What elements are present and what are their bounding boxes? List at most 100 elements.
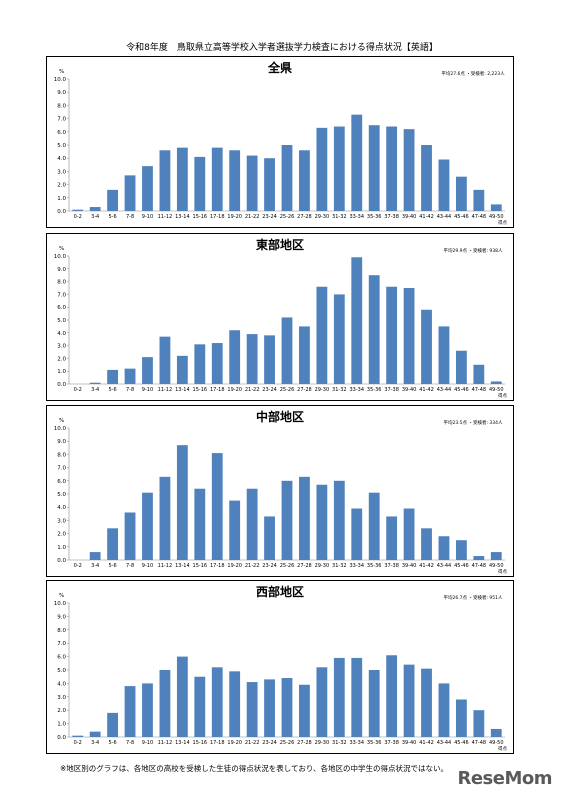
x-tick-label: 35-36 [367, 214, 382, 220]
y-tick-label: 4.0 [57, 681, 66, 687]
bar [299, 326, 310, 384]
y-tick-label: 5.0 [57, 668, 66, 674]
bar [490, 552, 502, 560]
x-tick-label: 49-50 [489, 563, 504, 569]
x-tick-label: 29-30 [315, 563, 330, 569]
y-tick-label: 8.0 [57, 103, 66, 109]
bar [455, 350, 467, 384]
x-tick-label: 9-10 [142, 563, 153, 569]
bar [229, 671, 241, 737]
y-tick-label: 1.0 [57, 545, 66, 551]
x-tick-label: 35-36 [367, 563, 382, 569]
x-tick-label: 41-42 [419, 214, 434, 220]
bar [194, 488, 206, 560]
x-tick-label: 43-44 [437, 740, 452, 746]
x-tick-label: 3-4 [91, 387, 99, 393]
y-tick-label: 0.0 [57, 558, 66, 564]
x-tick-label: 33-34 [349, 387, 364, 393]
chart-title: 中部地区 [256, 409, 304, 424]
bar [403, 508, 415, 560]
x-tick-label: 49-50 [489, 387, 504, 393]
x-tick-label: 39-40 [402, 740, 417, 746]
bar [386, 286, 398, 384]
bar [281, 317, 293, 384]
x-tick-label: 19-20 [227, 563, 242, 569]
bar [473, 189, 485, 211]
x-tick-label: 5-6 [109, 563, 117, 569]
document-title: 令和8年度 鳥取県立高等学校入学者選抜学力検査における得点状況【英語】 [126, 43, 438, 53]
x-tick-label: 31-32 [332, 214, 347, 220]
x-tick-label: 15-16 [193, 740, 208, 746]
y-tick-label: 7.0 [57, 117, 66, 123]
y-tick-label: 3.0 [57, 518, 66, 524]
bar [264, 158, 275, 211]
y-tick-label: 9.0 [57, 439, 66, 445]
y-tick-label: 2.0 [57, 356, 66, 362]
x-tick-label: 33-34 [349, 214, 364, 220]
x-tick-label: 5-6 [109, 740, 117, 746]
chart-stats: 平均29.9点 ・受検者: 938人 [444, 247, 503, 254]
x-tick-label: 31-32 [332, 563, 347, 569]
y-tick-label: 2.0 [57, 183, 66, 189]
bar [142, 683, 153, 737]
x-tick-label: 7-8 [126, 387, 134, 393]
y-tick-label: 9.0 [57, 90, 66, 96]
bar [194, 344, 206, 384]
x-tick-label: 19-20 [227, 740, 242, 746]
y-tick-label: 6.0 [57, 479, 66, 485]
x-tick-label: 5-6 [109, 214, 117, 220]
bar [281, 678, 293, 737]
bar [490, 728, 502, 737]
y-tick-label: 3.0 [57, 169, 66, 175]
x-tick-label: 17-18 [210, 563, 225, 569]
x-tick-label: 37-38 [384, 563, 399, 569]
bar [159, 476, 171, 560]
bar [176, 656, 188, 737]
bar [386, 516, 398, 560]
x-axis-unit: 得点 [498, 219, 507, 226]
bar [124, 512, 136, 560]
bar [299, 150, 310, 211]
x-tick-label: 19-20 [227, 214, 242, 220]
bar [246, 155, 258, 211]
x-tick-label: 31-32 [332, 740, 347, 746]
bar [142, 492, 153, 560]
y-tick-label: 1.0 [57, 369, 66, 375]
bar [438, 159, 450, 211]
x-tick-label: 25-26 [280, 214, 295, 220]
bar [455, 540, 467, 560]
x-tick-label: 37-38 [384, 214, 399, 220]
bar [194, 676, 206, 737]
bar [438, 683, 450, 737]
x-tick-label: 0-2 [74, 214, 82, 220]
bar [299, 476, 310, 560]
x-tick-label: 3-4 [91, 563, 99, 569]
x-tick-label: 9-10 [142, 214, 153, 220]
bar [351, 508, 363, 560]
y-tick-label: 0.0 [57, 735, 66, 741]
bar [176, 355, 188, 384]
footnote: ※地区別のグラフは、各地区の高校を受検した生徒の得点状況を表しており、各地区の中… [60, 764, 449, 773]
x-tick-label: 3-4 [91, 214, 99, 220]
bar [89, 382, 101, 384]
x-tick-label: 39-40 [402, 214, 417, 220]
y-tick-label: 4.0 [57, 331, 66, 337]
x-tick-label: 25-26 [280, 387, 295, 393]
bar [473, 556, 485, 560]
x-tick-label: 13-14 [175, 740, 190, 746]
x-axis-unit: 得点 [498, 392, 507, 399]
bar [89, 552, 101, 560]
bar [281, 480, 293, 560]
x-tick-label: 21-22 [245, 740, 260, 746]
x-tick-label: 21-22 [245, 387, 260, 393]
x-tick-label: 29-30 [315, 214, 330, 220]
x-tick-label: 11-12 [158, 740, 173, 746]
bar [176, 445, 188, 560]
chart-chubu: 中部地区 平均23.5点 ・受検者: 334人% 0.0 1.0 2.0 3.0 4.0 5.… [54, 409, 508, 575]
x-tick-label: 25-26 [280, 740, 295, 746]
bar [281, 145, 293, 211]
bar [421, 668, 432, 737]
y-tick-label: 10.0 [54, 426, 67, 432]
x-tick-label: 7-8 [126, 214, 134, 220]
bar [473, 364, 485, 384]
